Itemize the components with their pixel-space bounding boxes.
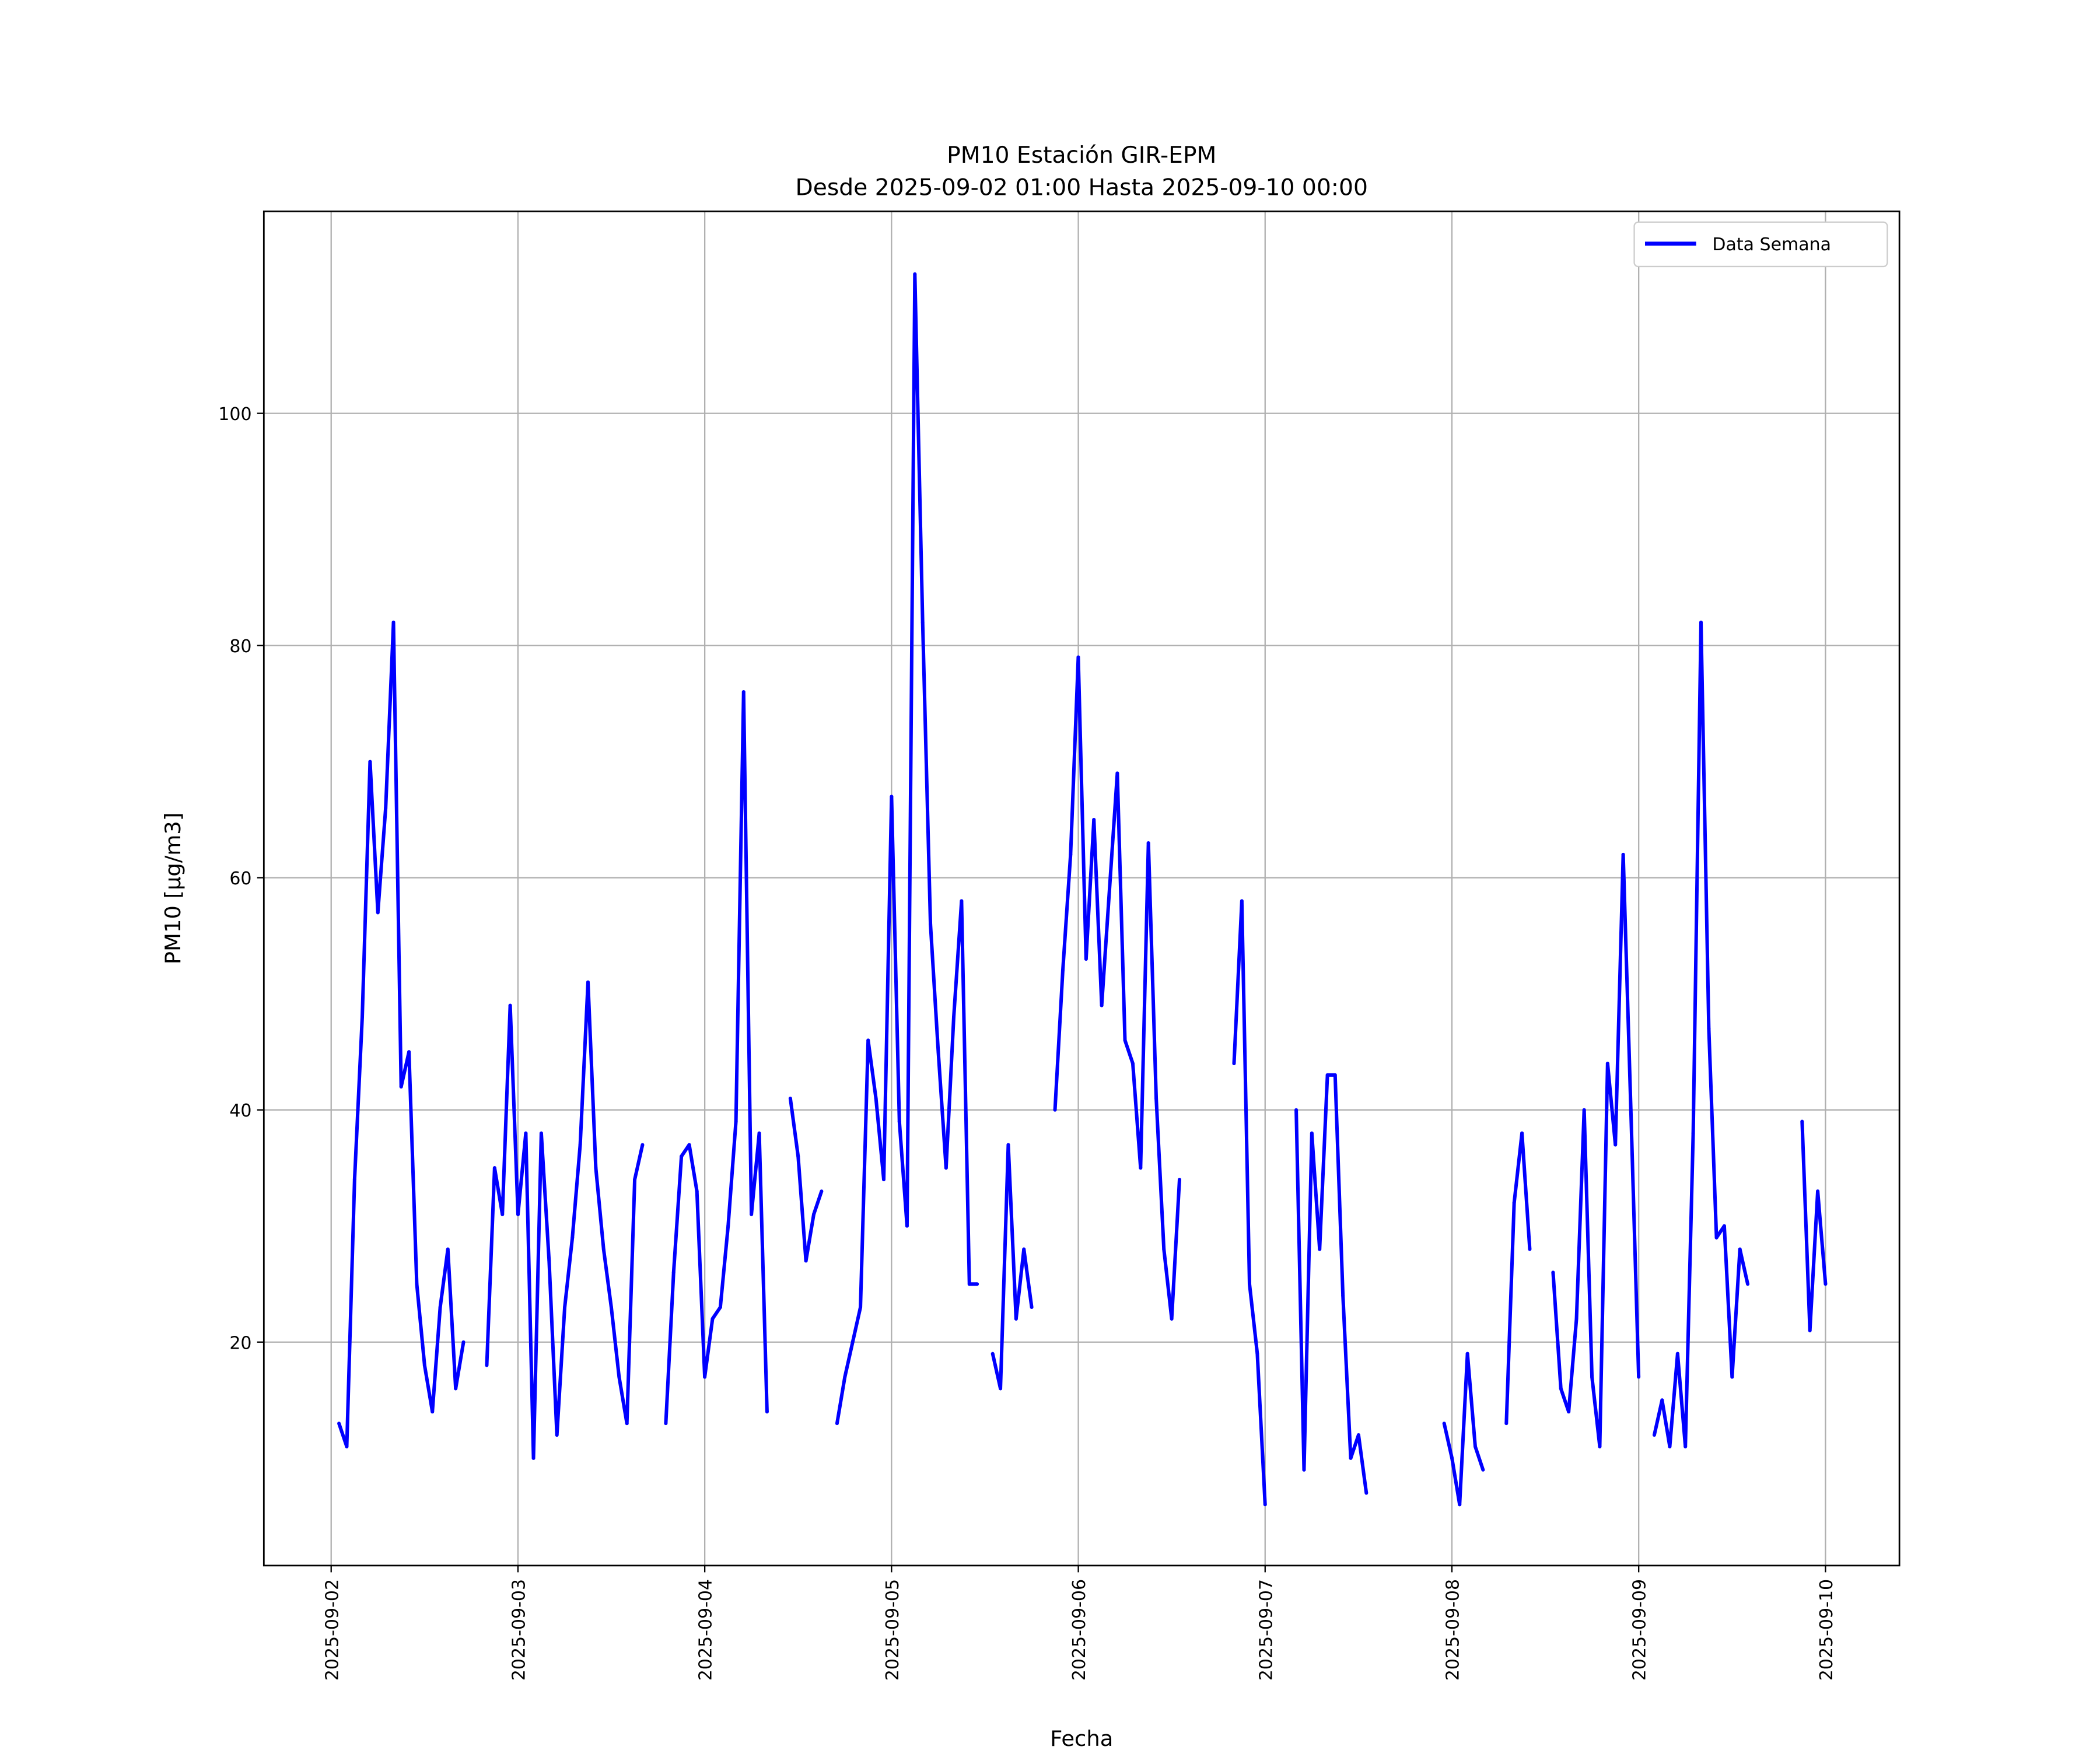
chart-title: PM10 Estación GIR-EPM <box>947 142 1216 169</box>
series-line-segment <box>1232 899 1267 1505</box>
series-line-segment <box>788 1098 824 1263</box>
x-tick-label: 2025-09-03 <box>509 1579 529 1681</box>
x-tick-label: 2025-09-07 <box>1256 1579 1276 1681</box>
series-line-segment <box>1652 620 1750 1448</box>
plot-frame <box>262 210 1901 1567</box>
legend-box <box>1633 221 1888 268</box>
chart-subtitle: Desde 2025-09-02 01:00 Hasta 2025-09-10 … <box>796 175 1368 201</box>
x-axis: 2025-09-02 2025-09-03 2025-09-04 2025-09-05… <box>322 1565 1837 1681</box>
series-line-segment <box>664 690 769 1424</box>
series-line-segment <box>835 272 978 1424</box>
x-tick-label: 2025-09-05 <box>883 1579 903 1681</box>
legend: Data Semana <box>1633 221 1888 268</box>
x-tick-label: 2025-09-04 <box>696 1579 716 1681</box>
series-line-segment <box>1053 655 1181 1321</box>
y-tick-label: 20 <box>229 1333 251 1353</box>
series-line-segment <box>1504 1131 1532 1424</box>
y-tick-label: 60 <box>229 869 251 889</box>
series-line-segment <box>991 1143 1034 1391</box>
series-line-segment <box>1800 1121 1828 1332</box>
series-data-semana <box>337 272 1828 1507</box>
y-tick-label: 40 <box>229 1101 251 1121</box>
x-tick-label: 2025-09-09 <box>1630 1579 1650 1681</box>
series-line-segment <box>485 980 645 1460</box>
series-line-segment <box>337 620 466 1448</box>
series-line-segment <box>1442 1352 1485 1507</box>
series-line-segment <box>1551 852 1641 1448</box>
x-tick-label: 2025-09-02 <box>322 1579 342 1681</box>
x-tick-label: 2025-09-10 <box>1817 1579 1837 1681</box>
y-tick-label: 100 <box>218 404 251 425</box>
series-line-segment <box>1294 1073 1368 1493</box>
y-axis: 20 40 60 80 100 <box>218 404 264 1353</box>
x-tick-label: 2025-09-08 <box>1443 1579 1464 1681</box>
x-axis-label: Fecha <box>1050 1726 1113 1750</box>
y-tick-label: 80 <box>229 636 251 657</box>
y-axis-label: PM10 [μg/m3] <box>160 813 186 964</box>
grid <box>264 211 1900 1566</box>
legend-label: Data Semana <box>1712 235 1831 255</box>
x-tick-label: 2025-09-06 <box>1069 1579 1090 1681</box>
